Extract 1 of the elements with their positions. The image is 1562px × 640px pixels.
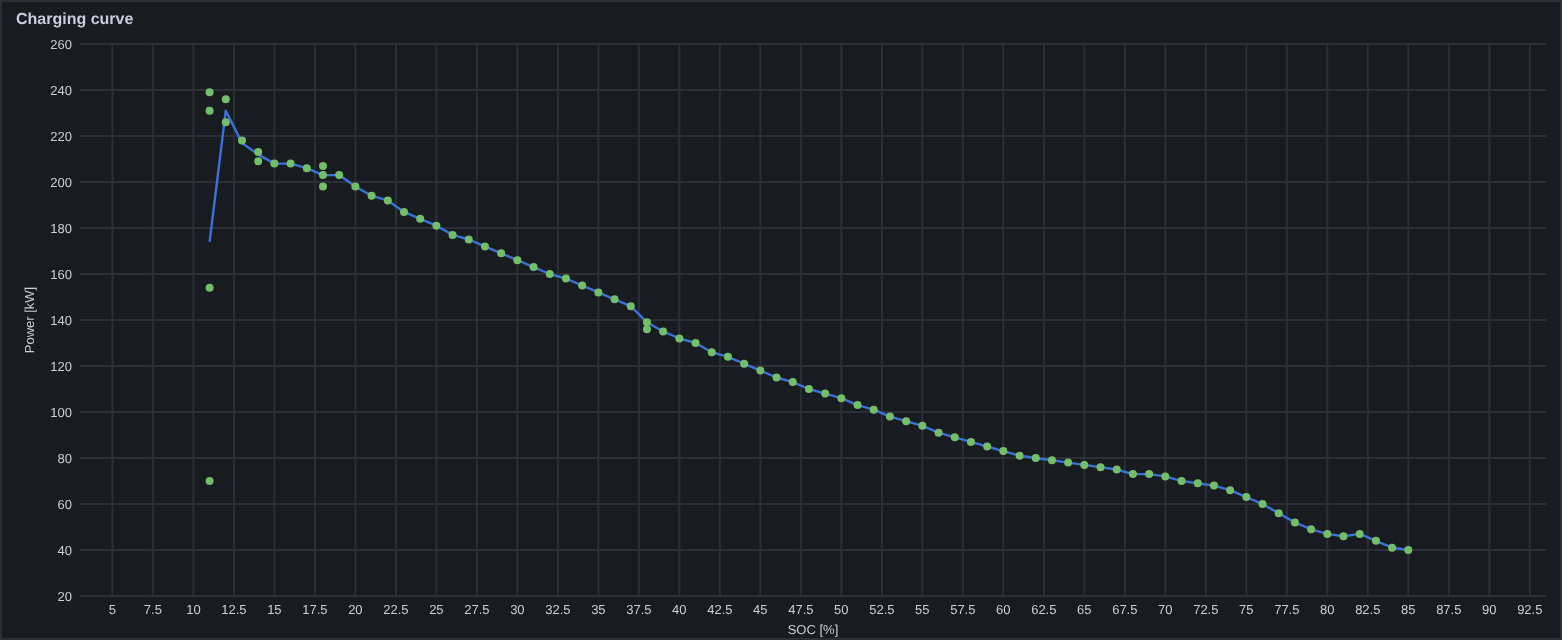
chart-title: Charging curve <box>16 10 135 28</box>
